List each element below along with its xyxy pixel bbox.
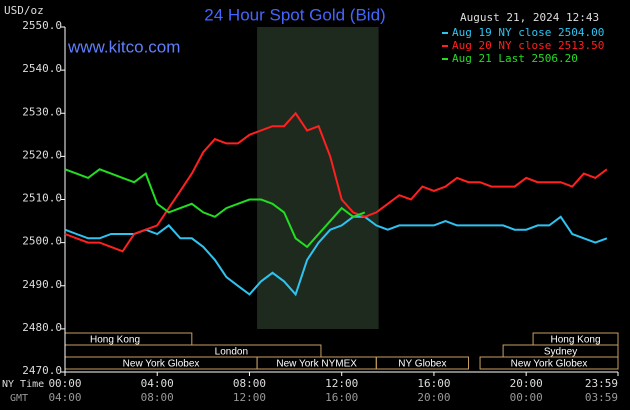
y-tick-label: 2470.0	[22, 364, 62, 377]
x-tick-label: 20:00	[510, 377, 543, 390]
session-label: NY Globex	[398, 359, 446, 370]
x-tick-label: 16:00	[417, 377, 450, 390]
x-tick-label: 04:00	[141, 377, 174, 390]
gmt-tick-label: 00:00	[510, 391, 543, 404]
y-tick-label: 2520.0	[22, 148, 62, 161]
legend-label: Aug 21 Last 2506.20	[452, 52, 578, 65]
y-axis-label: USD/oz	[4, 4, 44, 17]
legend-label: Aug 20 NY close 2513.50	[452, 39, 604, 52]
session-label: Sydney	[544, 347, 577, 358]
website: www.kitco.com	[67, 37, 180, 56]
series-line	[64, 215, 608, 297]
x-row-label: NY Time	[2, 379, 44, 390]
x-tick-label: 08:00	[233, 377, 266, 390]
x-tick-label: 12:00	[325, 377, 358, 390]
y-tick-label: 2490.0	[22, 278, 62, 291]
session-label: New York Globex	[511, 359, 588, 370]
gmt-tick-label: 08:00	[141, 391, 174, 404]
legend-label: Aug 19 NY close 2504.00	[452, 26, 604, 39]
y-tick-label: 2530.0	[22, 105, 62, 118]
market-hours-shade	[257, 27, 379, 329]
gmt-tick-label: 04:00	[48, 391, 81, 404]
y-tick-label: 2550.0	[22, 19, 62, 32]
gmt-tick-label: 03:59	[585, 391, 618, 404]
gmt-tick-label: 16:00	[325, 391, 358, 404]
y-tick-label: 2540.0	[22, 62, 62, 75]
session-label: Hong Kong	[551, 335, 601, 346]
timestamp: August 21, 2024 12:43	[460, 11, 599, 24]
session-box	[375, 356, 470, 370]
y-tick-label: 2480.0	[22, 321, 62, 334]
session-box	[479, 356, 619, 370]
session-label: Hong Kong	[90, 335, 140, 346]
x-tick-label: 00:00	[48, 377, 81, 390]
x-row-label: GMT	[10, 393, 28, 404]
series-line	[64, 168, 366, 249]
gmt-tick-label: 20:00	[417, 391, 450, 404]
y-tick-label: 2500.0	[22, 235, 62, 248]
session-label: New York Globex	[123, 359, 200, 370]
y-tick-label: 2510.0	[22, 192, 62, 205]
gmt-tick-label: 12:00	[233, 391, 266, 404]
series-line	[64, 111, 608, 253]
session-label: London	[215, 347, 248, 358]
session-label: New York NYMEX	[276, 359, 357, 370]
x-tick-label: 23:59	[585, 377, 618, 390]
chart-title: 24 Hour Spot Gold (Bid)	[204, 5, 385, 24]
axis-frame	[64, 27, 618, 373]
